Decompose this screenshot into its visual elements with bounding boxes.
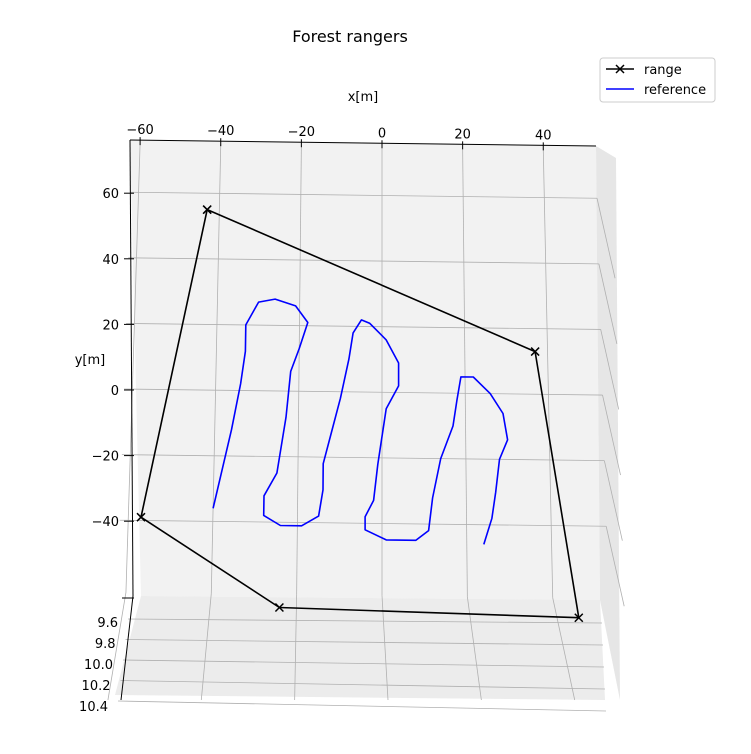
data-point-range [202, 205, 212, 215]
grid-line-side [602, 394, 621, 476]
grid-line-floor [552, 597, 576, 701]
x-ticks: −60 −40 −20 0 20 40 [126, 123, 552, 151]
data-point-range [274, 602, 284, 613]
z-tick-label: 9.8 [95, 637, 116, 652]
axis-spines [120, 139, 597, 701]
x-tick-label: 40 [535, 128, 552, 143]
y-tick-label: 20 [102, 318, 119, 333]
grid-line-side [600, 329, 620, 410]
grid-line-floor [107, 592, 127, 701]
grid-line-x [542, 148, 554, 598]
x-tick-label: −20 [288, 125, 315, 140]
grid-line-z [120, 680, 606, 690]
data-point-range [574, 613, 584, 623]
data-point-range [530, 347, 540, 357]
grid-line-z [125, 639, 604, 646]
grid-line-x [125, 143, 141, 593]
series-line-reference [212, 298, 509, 545]
y-tick-label: −20 [92, 450, 119, 465]
legend-range-label: range [644, 63, 682, 78]
grid-line-y [124, 388, 603, 396]
z-tick-label: 9.6 [97, 616, 118, 631]
legend-range-marker [615, 64, 625, 74]
grid-line-y [119, 519, 607, 527]
z-tick-label: 10.0 [84, 658, 113, 673]
x-tick-label: 0 [378, 126, 386, 141]
grid-line-y [128, 257, 599, 265]
grid-line-z [122, 659, 605, 668]
grid-line-floor [294, 594, 298, 701]
series-line-range [140, 208, 580, 619]
z-ticks: 9.6 9.8 10.0 10.2 10.4 [79, 597, 134, 715]
grid-line-y [126, 323, 601, 330]
grid-line-floor [381, 595, 389, 701]
grid-lines [107, 143, 625, 712]
x-axis-label: x[m] [348, 90, 379, 105]
grid-line-x [296, 145, 302, 595]
z-tick-label: 10.2 [82, 679, 111, 694]
y-axis-line [129, 139, 134, 597]
x-tick-label: −60 [126, 123, 153, 138]
x-axis-line [129, 139, 597, 147]
grid-line-side [598, 263, 618, 344]
grid-line-x [462, 147, 468, 597]
y-tick-label: 60 [102, 187, 119, 202]
x-tick-label: −40 [207, 124, 234, 139]
grid-line-side [603, 460, 623, 541]
legend: range reference [599, 57, 716, 103]
y-tick-label: 0 [111, 384, 119, 399]
grid-line-side [605, 526, 625, 607]
grid-line-y [130, 191, 598, 199]
y-tick-label: 40 [102, 253, 119, 268]
back-pane [130, 140, 600, 600]
grid-line-y [121, 454, 605, 462]
grid-line-z [127, 618, 603, 624]
grid-line-x [210, 144, 222, 594]
chart-title: Forest rangers [292, 27, 408, 46]
z-tick-label: 10.4 [79, 700, 108, 715]
x-tick-label: 20 [454, 127, 471, 142]
data-point-range [136, 512, 146, 522]
legend-reference-label: reference [644, 83, 706, 98]
y-axis-label: y[m] [75, 353, 106, 368]
z-axis-line [120, 595, 134, 701]
grid-line-z [117, 700, 607, 712]
grid-line-side [596, 198, 616, 279]
y-ticks: 60 40 20 0 −20 −40 [92, 187, 134, 530]
y-tick-label: −40 [92, 515, 119, 530]
series-group [136, 205, 584, 623]
